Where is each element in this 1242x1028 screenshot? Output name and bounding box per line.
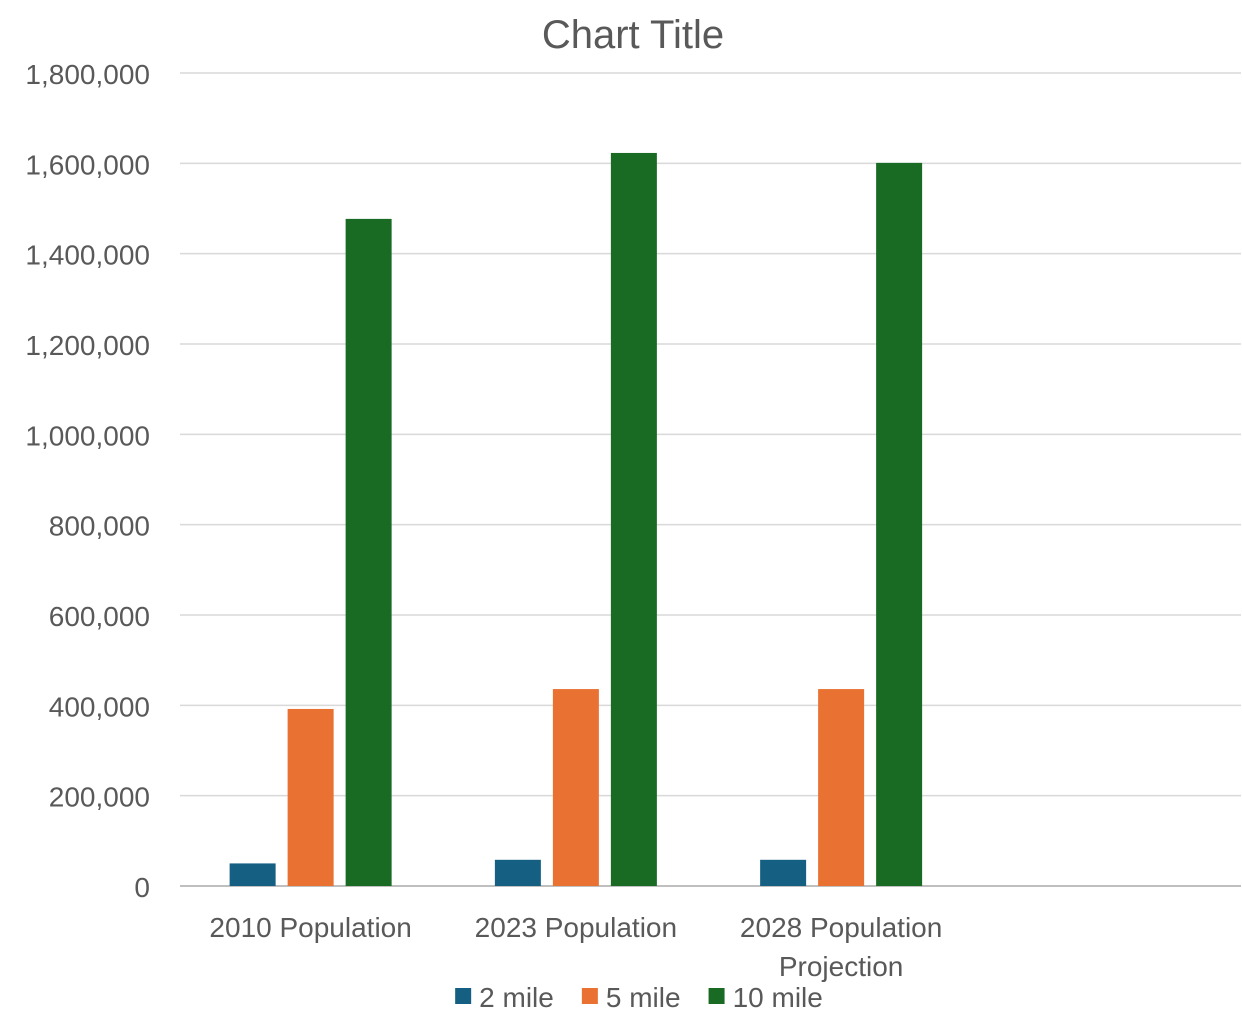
x-axis-category-labels: 2010 Population 2023 Population 2028 Popul…	[209, 912, 942, 982]
chart-title: Chart Title	[542, 13, 724, 57]
legend-item: 5 mile	[581, 982, 681, 1013]
y-tick-label: 1,800,000	[25, 59, 150, 90]
bar-5-mile-3	[818, 689, 865, 886]
x-category-label: Projection	[779, 951, 904, 982]
y-tick-label: 200,000	[49, 782, 150, 813]
y-tick-label: 1,400,000	[25, 240, 150, 271]
legend-item: 10 mile	[708, 982, 823, 1013]
legend-label: 5 mile	[606, 982, 681, 1013]
legend-swatch	[455, 988, 472, 1004]
y-tick-label: 1,200,000	[25, 330, 150, 361]
y-tick-label: 400,000	[49, 691, 150, 722]
bar-2-mile-2	[494, 859, 541, 886]
legend: 2 mile 5 mile 10 mile	[455, 982, 823, 1013]
x-category-label: 2023 Population	[475, 912, 677, 943]
bar-2-mile-3	[760, 859, 807, 886]
y-axis-tick-labels: 0 200,000 400,000 600,000 800,000 1,000,000 1,…	[25, 59, 150, 903]
gridlines	[180, 72, 1241, 887]
legend-label: 10 mile	[733, 982, 823, 1013]
y-tick-label: 1,600,000	[25, 149, 150, 180]
bar-5-mile-2	[552, 689, 599, 886]
y-tick-label: 0	[134, 872, 150, 903]
x-category-label: 2028 Population	[740, 912, 942, 943]
legend-swatch	[708, 988, 725, 1004]
legend-item: 2 mile	[455, 982, 554, 1013]
bar-10-mile-1	[345, 218, 392, 887]
bars	[229, 152, 923, 887]
x-category-label: 2010 Population	[209, 912, 411, 943]
bar-10-mile-3	[876, 162, 923, 887]
legend-swatch	[581, 988, 598, 1004]
bar-10-mile-2	[610, 152, 657, 886]
y-tick-label: 1,000,000	[25, 420, 150, 451]
y-tick-label: 800,000	[49, 511, 150, 542]
bar-5-mile-1	[287, 708, 334, 886]
legend-label: 2 mile	[479, 982, 554, 1013]
bar-2-mile-1	[229, 863, 276, 886]
y-tick-label: 600,000	[49, 601, 150, 632]
